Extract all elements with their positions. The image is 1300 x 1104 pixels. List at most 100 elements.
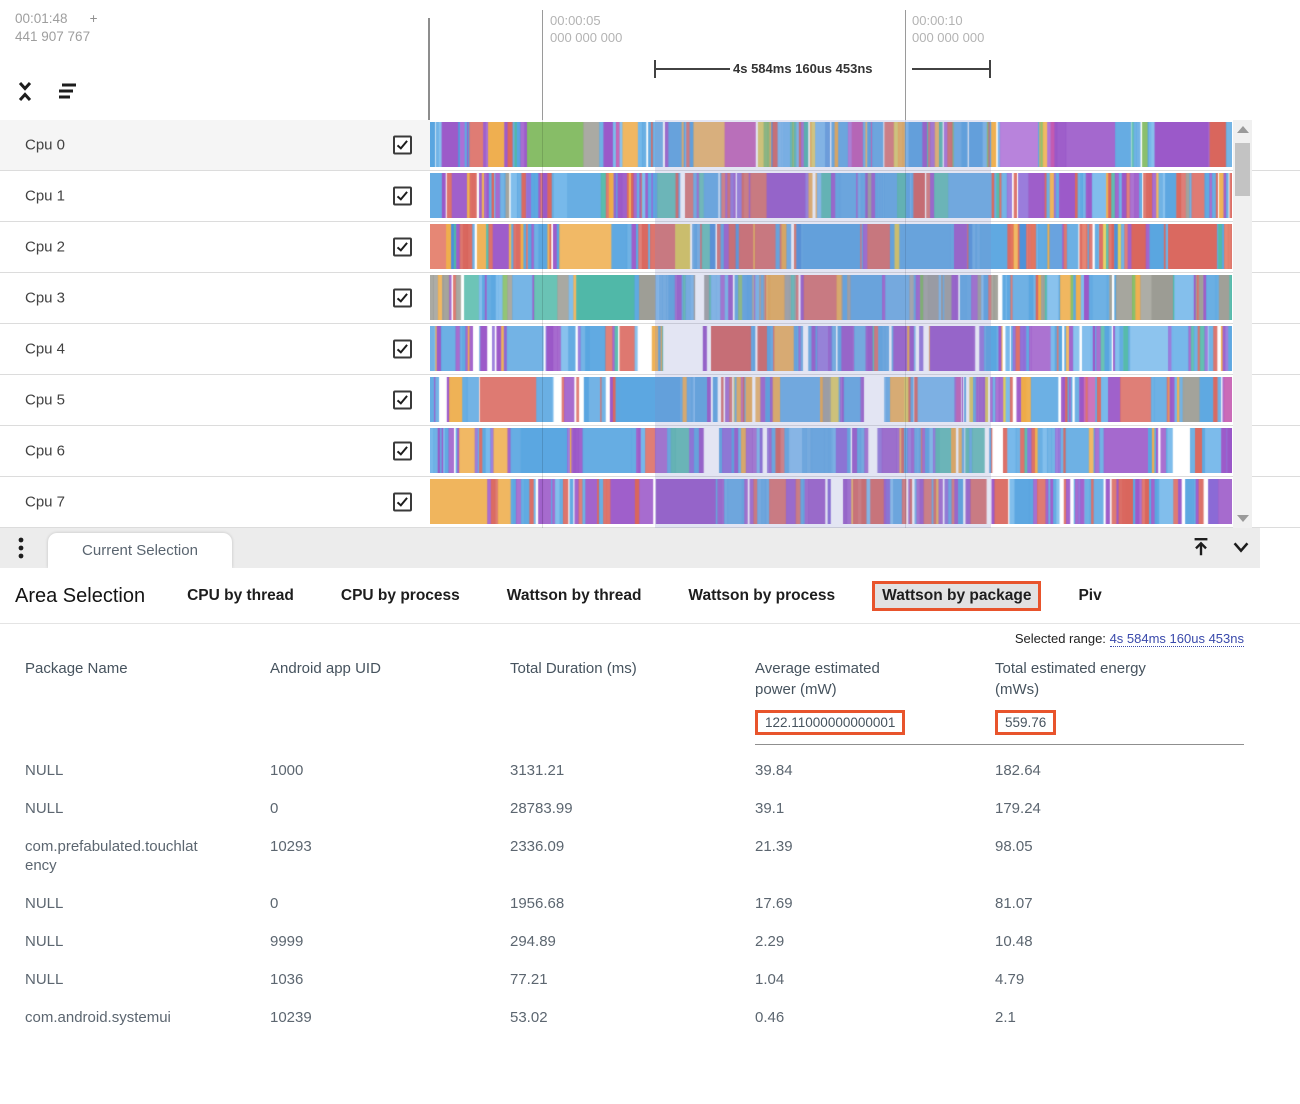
track-slices-canvas[interactable]: [430, 275, 1232, 320]
track-label-cell[interactable]: Cpu 0: [0, 120, 430, 170]
cell-package-name[interactable]: NULL: [25, 762, 64, 779]
cell-package-name[interactable]: com.android.systemui: [25, 1009, 171, 1026]
view-tab-wattson-by-package[interactable]: Wattson by package: [872, 581, 1042, 611]
track-slices-canvas[interactable]: [430, 173, 1232, 218]
track-row-cpu-0[interactable]: Cpu 0: [0, 120, 1300, 171]
sort-tracks-icon[interactable]: [54, 80, 78, 104]
track-label-cell[interactable]: Cpu 2: [0, 222, 430, 272]
cell-value[interactable]: 10.48: [995, 933, 1033, 950]
cell-package-name[interactable]: com.prefabulated.touchlatency: [25, 838, 198, 874]
cell-value[interactable]: 9999: [270, 933, 304, 950]
track-checkbox[interactable]: [393, 288, 412, 308]
cell-value[interactable]: 294.89: [510, 933, 556, 950]
view-tab-cpu-by-process[interactable]: CPU by process: [331, 581, 470, 611]
tick-label-10s: 00:00:10 000 000 000: [912, 13, 985, 45]
cell-value[interactable]: 182.64: [995, 762, 1041, 779]
cell-value[interactable]: 10293: [270, 838, 312, 855]
cell-value[interactable]: 3131.21: [510, 762, 565, 779]
offset-time: 00:01:48: [15, 11, 68, 26]
track-row-cpu-2[interactable]: Cpu 2: [0, 222, 1300, 273]
track-checkbox[interactable]: [393, 186, 412, 206]
cell-value[interactable]: 1.04: [755, 971, 785, 988]
cell-value[interactable]: 77.21: [510, 971, 548, 988]
cell-package-name[interactable]: NULL: [25, 933, 64, 950]
track-checkbox[interactable]: [393, 492, 412, 512]
cell-value[interactable]: 4.79: [995, 971, 1025, 988]
cell-value[interactable]: 179.24: [995, 800, 1041, 817]
panel-menu-icon[interactable]: [13, 536, 37, 560]
column-header[interactable]: Total Duration (ms): [510, 660, 637, 677]
cell-value[interactable]: 98.05: [995, 838, 1033, 855]
selected-range-value-link[interactable]: 4s 584ms 160us 453ns: [1109, 631, 1244, 647]
track-row-cpu-1[interactable]: Cpu 1: [0, 171, 1300, 222]
track-label-cell[interactable]: Cpu 6: [0, 426, 430, 476]
cell-value[interactable]: 39.1: [755, 800, 785, 817]
cell-package-name[interactable]: NULL: [25, 971, 64, 988]
cell-package-name[interactable]: NULL: [25, 895, 64, 912]
track-slices-canvas[interactable]: [430, 377, 1232, 422]
column-header[interactable]: Total estimated energy (mWs): [995, 660, 1146, 698]
track-slices-canvas[interactable]: [430, 428, 1232, 473]
cell-package-name[interactable]: NULL: [25, 800, 64, 817]
track-slices-canvas[interactable]: [430, 224, 1232, 269]
view-tab-piv[interactable]: Piv: [1068, 581, 1111, 611]
cell-value[interactable]: 10239: [270, 1009, 312, 1026]
expand-panel-to-top-icon[interactable]: [1190, 536, 1212, 558]
totals-empty-cell: [270, 700, 510, 741]
track-checkbox[interactable]: [393, 135, 412, 155]
cell-value[interactable]: 39.84: [755, 762, 793, 779]
column-header[interactable]: Average estimated power (mW): [755, 660, 880, 698]
cell-value[interactable]: 0: [270, 895, 279, 912]
scrollbar-down-arrow-icon[interactable]: [1237, 515, 1249, 522]
scrollbar-thumb[interactable]: [1235, 143, 1250, 196]
column-header[interactable]: Package Name: [25, 660, 128, 677]
scrollbar-up-arrow-icon[interactable]: [1237, 126, 1249, 133]
track-checkbox[interactable]: [393, 441, 412, 461]
cell-value[interactable]: 28783.99: [510, 800, 573, 817]
cell-value[interactable]: 1000: [270, 762, 304, 779]
collapse-tracks-icon[interactable]: [14, 80, 38, 104]
track-label-cell[interactable]: Cpu 5: [0, 375, 430, 425]
track-name: Cpu 7: [25, 493, 66, 511]
totals-empty-cell: [25, 700, 270, 741]
track-row-cpu-4[interactable]: Cpu 4: [0, 324, 1300, 375]
timeline-ruler[interactable]: 00:01:48 + 441 907 767 00:00:05 000 000 00…: [0, 0, 1300, 120]
track-row-cpu-5[interactable]: Cpu 5: [0, 375, 1300, 426]
cell-value[interactable]: 0: [270, 800, 279, 817]
cell-value[interactable]: 1036: [270, 971, 304, 988]
collapse-panel-chevron-down-icon[interactable]: [1230, 536, 1252, 558]
view-tab-cpu-by-thread[interactable]: CPU by thread: [177, 581, 304, 611]
cell-value[interactable]: 2336.09: [510, 838, 565, 855]
tab-current-selection[interactable]: Current Selection: [48, 533, 232, 568]
column-header[interactable]: Android app UID: [270, 660, 381, 677]
track-checkbox[interactable]: [393, 339, 412, 359]
track-label-cell[interactable]: Cpu 7: [0, 477, 430, 527]
track-name: Cpu 2: [25, 238, 66, 256]
track-checkbox[interactable]: [393, 237, 412, 257]
cell-value[interactable]: 17.69: [755, 895, 793, 912]
cell-value[interactable]: 2.29: [755, 933, 785, 950]
track-slices-canvas[interactable]: [430, 479, 1232, 524]
track-label-cell[interactable]: Cpu 4: [0, 324, 430, 374]
track-slices-canvas[interactable]: [430, 122, 1232, 167]
track-row-cpu-6[interactable]: Cpu 6: [0, 426, 1300, 477]
track-scrollbar[interactable]: [1233, 120, 1252, 528]
view-tab-wattson-by-process[interactable]: Wattson by process: [678, 581, 845, 611]
view-tab-wattson-by-thread[interactable]: Wattson by thread: [497, 581, 652, 611]
selection-duration-label: 4s 584ms 160us 453ns: [733, 61, 873, 76]
track-row-cpu-3[interactable]: Cpu 3: [0, 273, 1300, 324]
cell-value[interactable]: 21.39: [755, 838, 793, 855]
track-slices-canvas[interactable]: [430, 326, 1232, 371]
track-row-cpu-7[interactable]: Cpu 7: [0, 477, 1300, 528]
cell-value[interactable]: 81.07: [995, 895, 1033, 912]
track-name: Cpu 0: [25, 136, 66, 154]
cell-value[interactable]: 1956.68: [510, 895, 565, 912]
track-label-cell[interactable]: Cpu 1: [0, 171, 430, 221]
cell-value[interactable]: 2.1: [995, 1009, 1016, 1026]
track-checkbox[interactable]: [393, 390, 412, 410]
cell-value[interactable]: 0.46: [755, 1009, 785, 1026]
cell-value[interactable]: 53.02: [510, 1009, 548, 1026]
trace-start-offset: 00:01:48 + 441 907 767: [15, 10, 97, 46]
track-label-cell[interactable]: Cpu 3: [0, 273, 430, 323]
